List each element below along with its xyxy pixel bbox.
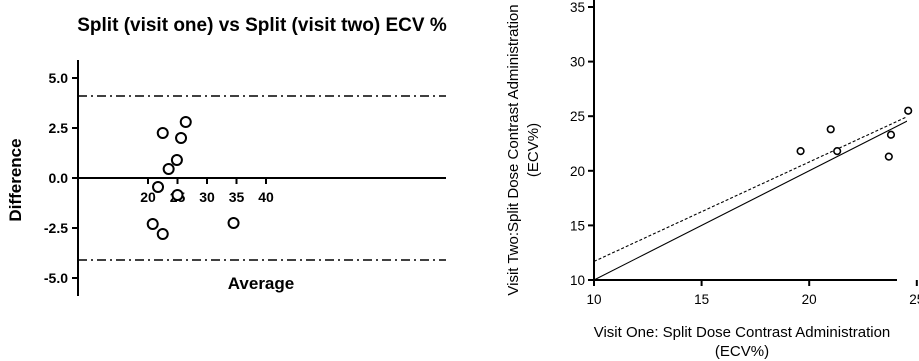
left-data-point <box>175 132 188 144</box>
right-x-tick-label: 10 <box>586 292 601 307</box>
right-y-tick-label: 25 <box>570 109 585 124</box>
right-y-ticks: 10 15 20 25 30 35 <box>570 0 594 288</box>
right-reference-lines <box>594 116 907 280</box>
left-data-point <box>152 181 165 193</box>
right-data-point <box>833 147 842 156</box>
left-y-tick-label: 5.0 <box>49 70 69 86</box>
left-data-point <box>227 217 240 229</box>
left-x-tick-label: 20 <box>140 189 156 205</box>
left-x-tick-label: 35 <box>229 189 245 205</box>
right-data-point <box>904 106 913 115</box>
right-y-tick-label: 10 <box>570 273 585 288</box>
right-y-tick-label: 35 <box>570 0 585 15</box>
left-x-tick-label: 30 <box>199 189 215 205</box>
right-solid-line <box>594 120 907 280</box>
left-data-point <box>162 163 175 175</box>
left-y-tick-label: -2.5 <box>44 220 68 236</box>
right-data-point <box>884 152 893 161</box>
right-y-axis-label-line1: Visit Two:Split Dose Contrast Administra… <box>505 4 522 295</box>
left-data-point <box>171 189 184 201</box>
right-x-axis-label-line2: (ECV%) <box>715 343 769 360</box>
right-y-axis-label-line2: (ECV%) <box>525 123 542 177</box>
right-y-tick-label: 20 <box>570 164 585 179</box>
left-x-tick-label: 40 <box>258 189 274 205</box>
left-y-tick-label: 2.5 <box>49 120 69 136</box>
left-data-point <box>170 154 183 166</box>
left-data-point <box>156 127 169 139</box>
left-y-ticks: 5.0 2.5 0.0 -2.5 -5.0 <box>44 70 78 286</box>
right-data-points <box>796 106 913 161</box>
right-x-tick-label: 25 <box>909 292 919 307</box>
left-y-tick-label: -5.0 <box>44 270 68 286</box>
left-data-point <box>156 228 169 240</box>
left-data-point <box>146 218 159 230</box>
left-limits-of-agreement <box>78 95 446 261</box>
left-data-points <box>146 116 240 240</box>
right-data-point <box>886 130 896 139</box>
right-dashed-line <box>594 116 907 262</box>
right-x-axis-label-line1: Visit One: Split Dose Contrast Administr… <box>594 324 891 341</box>
left-y-axis-label: Difference <box>6 138 25 221</box>
left-y-tick-label: 0.0 <box>49 170 69 186</box>
right-x-tick-label: 15 <box>694 292 709 307</box>
right-x-tick-label: 20 <box>802 292 817 307</box>
right-y-tick-label: 30 <box>570 55 585 70</box>
right-y-tick-label: 15 <box>570 218 585 233</box>
bland-altman-chart: Split (visit one) vs Split (visit two) E… <box>6 15 447 296</box>
left-x-axis-label: Average <box>228 274 294 293</box>
right-data-point <box>826 125 835 134</box>
right-data-point <box>796 147 805 156</box>
left-data-point <box>179 116 192 128</box>
correlation-chart: 10 15 20 25 30 35 10 15 20 25 30 35 Visit One: Spl… <box>505 0 919 360</box>
left-chart-title: Split (visit one) vs Split (visit two) E… <box>77 15 447 36</box>
